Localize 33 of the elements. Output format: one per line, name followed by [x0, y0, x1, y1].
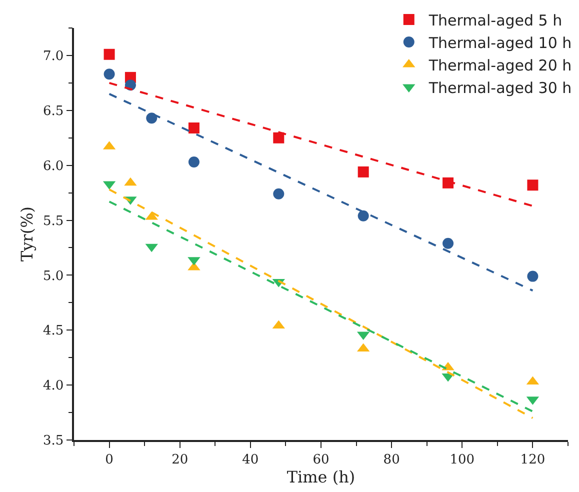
legend-label: Thermal-aged 20 h	[428, 56, 572, 74]
point	[358, 210, 369, 222]
legend-label: Thermal-aged 5 h	[428, 11, 562, 30]
point	[273, 132, 284, 144]
y-tick-label: 5.0	[42, 268, 64, 284]
x-tick-label: 20	[172, 452, 188, 468]
point	[188, 156, 200, 168]
point	[104, 48, 115, 60]
point	[527, 270, 538, 282]
y-tick-label: 6.5	[42, 104, 64, 119]
x-tick-label: 80	[383, 452, 400, 468]
point	[273, 188, 284, 200]
x-tick-label: 0	[105, 452, 114, 468]
point	[146, 112, 158, 124]
x-tick-label: 100	[450, 452, 475, 468]
y-tick-label: 5.5	[42, 214, 64, 229]
x-tick-label: 60	[312, 452, 330, 468]
x-axis-title: Time (h)	[286, 467, 356, 486]
x-tick-label: 40	[242, 452, 259, 468]
y-axis-title: Tyr(%)	[17, 206, 36, 262]
y-tick-label: 4.5	[42, 324, 64, 339]
legend-label: Thermal-aged 30 h	[428, 78, 572, 97]
y-tick-label: 4.0	[42, 378, 64, 394]
x-tick-label: 120	[520, 452, 546, 468]
point	[442, 238, 454, 249]
y-tick-label: 7.0	[42, 49, 64, 64]
y-tick-label: 3.5	[42, 434, 64, 449]
point	[358, 166, 369, 178]
point	[527, 180, 538, 191]
y-tick-label: 6.0	[42, 158, 64, 174]
point	[188, 122, 200, 134]
legend-label: Thermal-aged 10 h	[428, 34, 572, 52]
point	[104, 68, 115, 80]
